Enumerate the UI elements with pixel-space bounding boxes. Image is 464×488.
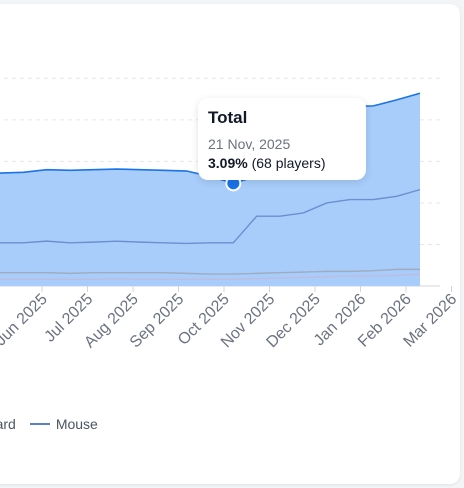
x-tick-label: Jun 2025	[0, 291, 51, 350]
legend-item-mouse[interactable]: Mouse	[29, 416, 98, 432]
tooltip-title: Total	[208, 108, 248, 127]
legend-label-mouse: Mouse	[55, 416, 98, 432]
tooltip-date: 21 Nov, 2025	[208, 136, 291, 152]
series-line-other	[0, 273, 421, 281]
chart-legend: board Mouse	[0, 416, 112, 432]
hover-marker-dot[interactable]	[227, 177, 240, 190]
legend-label-keyboard: board	[0, 416, 16, 432]
legend-item-keyboard[interactable]: board	[0, 416, 16, 432]
legend-swatch-mouse	[29, 423, 50, 425]
series-line-keyboard	[0, 268, 420, 275]
series-area-total	[0, 93, 420, 286]
tooltip-value-line: 3.09% (68 players)	[208, 155, 356, 171]
series-line-mouse	[0, 188, 421, 245]
chart-tooltip: Total 21 Nov, 2025 3.09% (68 players)	[198, 98, 366, 180]
tooltip-value: 3.09%	[208, 155, 248, 171]
tooltip-detail: (68 players)	[251, 155, 326, 171]
